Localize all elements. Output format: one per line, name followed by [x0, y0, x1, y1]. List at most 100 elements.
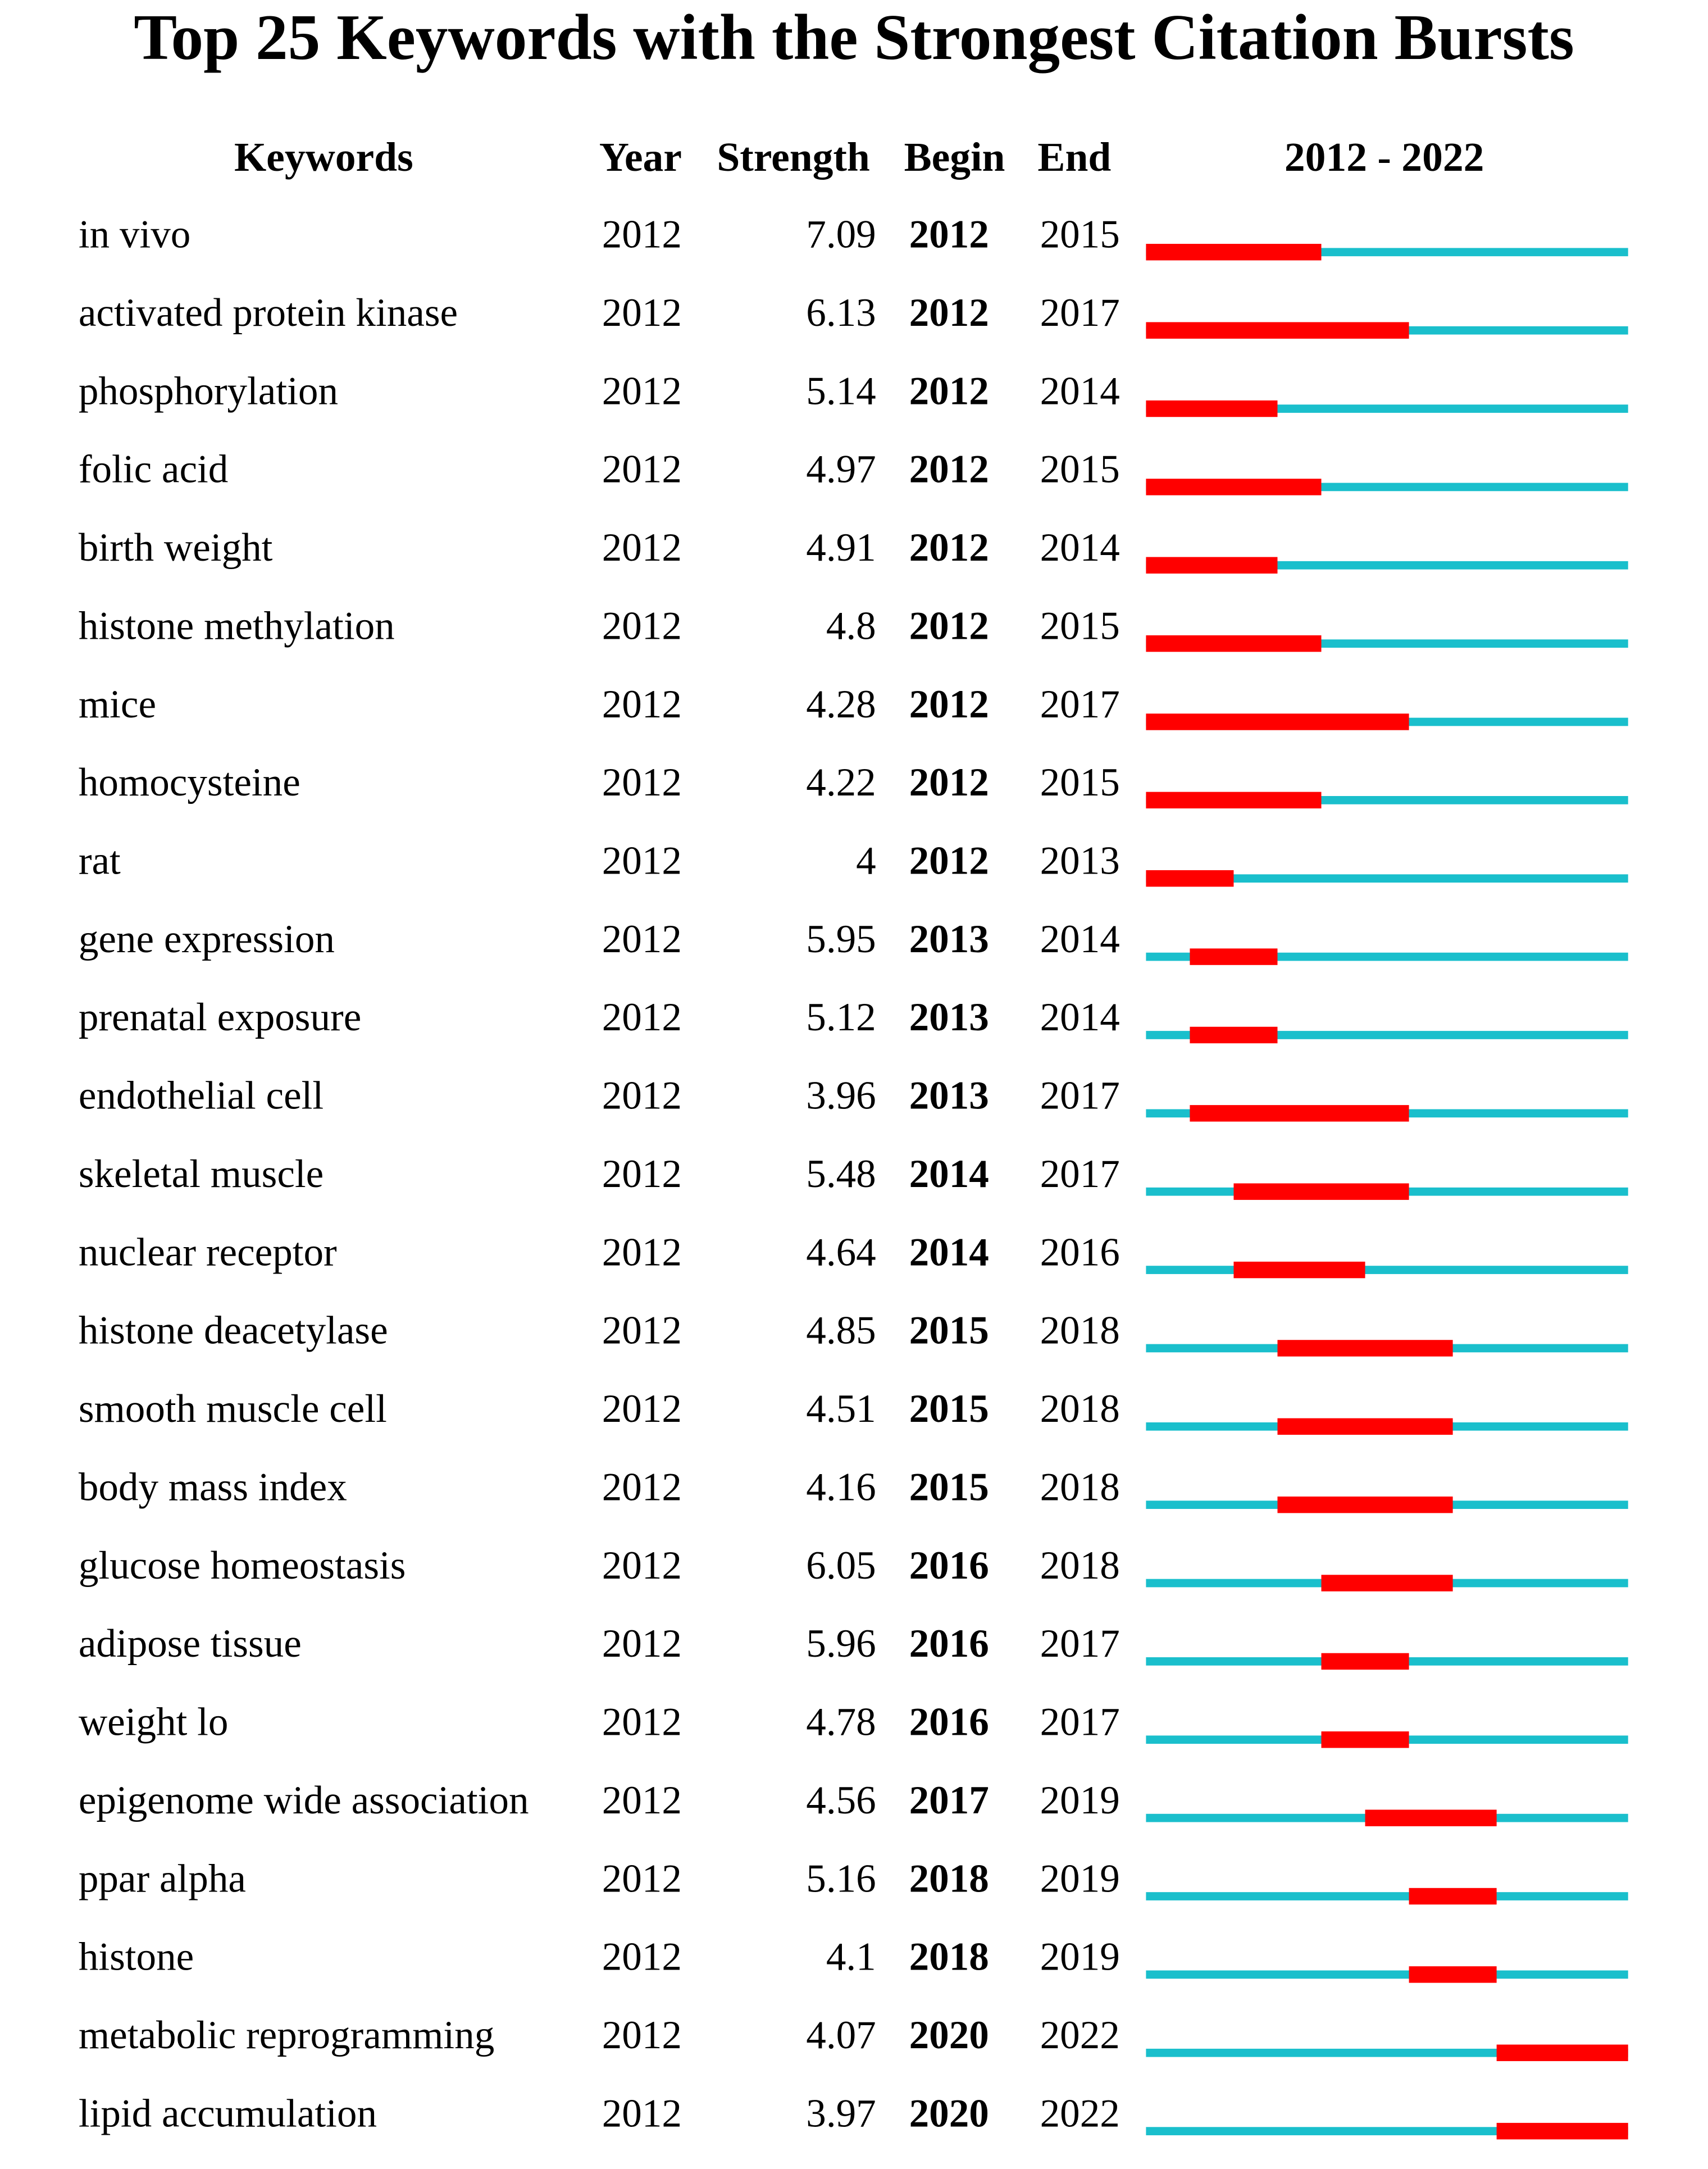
- end: 2018: [1040, 1387, 1120, 1431]
- begin: 2012: [909, 604, 989, 648]
- keyword: nuclear receptor: [79, 1230, 337, 1274]
- year: 2012: [602, 604, 682, 648]
- keyword: prenatal exposure: [79, 995, 361, 1039]
- end: 2015: [1040, 604, 1120, 648]
- strength: 6.13: [806, 291, 876, 335]
- begin: 2014: [909, 1152, 989, 1196]
- keyword: birth weight: [79, 526, 273, 570]
- strength: 4.16: [806, 1465, 876, 1509]
- begin: 2013: [909, 995, 989, 1039]
- header-strength: Strength: [717, 134, 869, 180]
- burst-bar: [1233, 1261, 1365, 1279]
- burst-bar: [1146, 244, 1322, 261]
- begin: 2018: [909, 1857, 989, 1900]
- strength: 5.96: [806, 1622, 876, 1666]
- keyword: mice: [79, 683, 156, 726]
- strength: 5.14: [806, 369, 876, 413]
- burst-bar: [1146, 479, 1322, 495]
- year: 2012: [602, 1309, 682, 1353]
- year: 2012: [602, 213, 682, 257]
- year: 2012: [602, 1387, 682, 1431]
- strength: 4.8: [826, 604, 876, 648]
- begin: 2015: [909, 1309, 989, 1353]
- begin: 2015: [909, 1465, 989, 1509]
- year: 2012: [602, 839, 682, 883]
- end: 2022: [1040, 2091, 1120, 2135]
- keyword: adipose tissue: [79, 1622, 302, 1666]
- strength: 4.22: [806, 761, 876, 804]
- end: 2019: [1040, 1779, 1120, 1822]
- end: 2018: [1040, 1544, 1120, 1588]
- begin: 2012: [909, 526, 989, 570]
- begin: 2016: [909, 1544, 989, 1588]
- end: 2017: [1040, 1152, 1120, 1196]
- strength: 4: [856, 839, 876, 883]
- strength: 4.78: [806, 1700, 876, 1744]
- title: Top 25 Keywords with the Strongest Citat…: [134, 1, 1574, 73]
- keyword: phosphorylation: [79, 369, 338, 413]
- begin: 2014: [909, 1230, 989, 1274]
- end: 2014: [1040, 917, 1120, 961]
- strength: 5.95: [806, 917, 876, 961]
- burst-bar: [1277, 1418, 1453, 1435]
- year: 2012: [602, 917, 682, 961]
- burst-bar: [1146, 870, 1234, 887]
- header-begin: Begin: [904, 134, 1005, 180]
- burst-bar: [1146, 792, 1322, 809]
- strength: 4.56: [806, 1779, 876, 1822]
- end: 2018: [1040, 1465, 1120, 1509]
- begin: 2016: [909, 1622, 989, 1666]
- year: 2012: [602, 1857, 682, 1900]
- keyword: activated protein kinase: [79, 291, 458, 335]
- end: 2014: [1040, 995, 1120, 1039]
- burst-bar: [1496, 2122, 1628, 2140]
- begin: 2013: [909, 1074, 989, 1118]
- strength: 3.97: [806, 2091, 876, 2135]
- burst-bar: [1365, 1809, 1497, 1826]
- begin: 2015: [909, 1387, 989, 1431]
- year: 2012: [602, 761, 682, 804]
- header-end: End: [1037, 134, 1111, 180]
- burst-bar: [1321, 1731, 1409, 1748]
- begin: 2012: [909, 448, 989, 492]
- burst-bar: [1277, 1496, 1453, 1513]
- year: 2012: [602, 2091, 682, 2135]
- keyword: rat: [79, 839, 121, 883]
- year: 2012: [602, 448, 682, 492]
- keyword: histone methylation: [79, 604, 395, 648]
- end: 2017: [1040, 1700, 1120, 1744]
- timeline-bar: [1146, 874, 1628, 883]
- strength: 5.12: [806, 995, 876, 1039]
- header-year: Year: [599, 134, 682, 180]
- end: 2014: [1040, 526, 1120, 570]
- end: 2013: [1040, 839, 1120, 883]
- burst-bar: [1190, 1026, 1278, 1044]
- begin: 2012: [909, 369, 989, 413]
- strength: 3.96: [806, 1074, 876, 1118]
- year: 2012: [602, 1230, 682, 1274]
- end: 2015: [1040, 213, 1120, 257]
- keyword: body mass index: [79, 1465, 347, 1509]
- strength: 5.48: [806, 1152, 876, 1196]
- timeline-bar: [1146, 1892, 1628, 1900]
- end: 2014: [1040, 369, 1120, 413]
- end: 2017: [1040, 291, 1120, 335]
- burst-bar: [1321, 1575, 1453, 1591]
- strength: 4.97: [806, 448, 876, 492]
- burst-bar: [1146, 557, 1278, 574]
- strength: 6.05: [806, 1544, 876, 1588]
- year: 2012: [602, 526, 682, 570]
- burst-bar: [1409, 1966, 1497, 1983]
- begin: 2013: [909, 917, 989, 961]
- keyword: metabolic reprogramming: [79, 2013, 494, 2057]
- burst-bar: [1146, 713, 1409, 730]
- keyword: in vivo: [79, 213, 191, 257]
- keyword: lipid accumulation: [79, 2091, 377, 2135]
- burst-bar: [1496, 2044, 1628, 2061]
- year: 2012: [602, 1465, 682, 1509]
- year: 2012: [602, 2013, 682, 2057]
- year: 2012: [602, 1152, 682, 1196]
- end: 2022: [1040, 2013, 1120, 2057]
- keyword: histone: [79, 1935, 194, 1979]
